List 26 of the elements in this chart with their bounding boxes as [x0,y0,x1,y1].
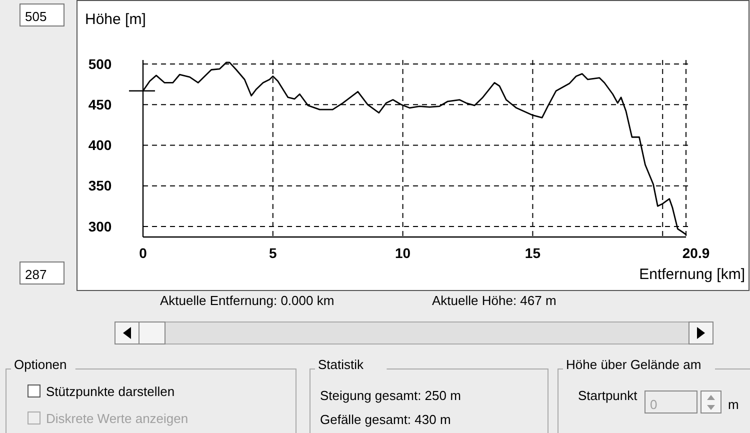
text: Aktuelle Entfernung: 0.000 km [160,293,334,308]
x-tick-label: 15 [524,245,541,261]
text: m [728,397,739,412]
text: Statistik [318,357,364,372]
x-tick-label: 10 [395,245,411,261]
x-tick-label: 5 [269,245,278,261]
text: Steigung gesamt: 250 m [320,388,461,403]
text: 287 [25,267,47,282]
text: Aktuelle Höhe: 467 m [432,293,556,308]
x-axis-title: Entfernung [km] [639,266,745,283]
text: Gefälle gesamt: 430 m [320,412,451,427]
text: Stützpunkte darstellen [46,384,175,399]
text: 0 [650,397,658,412]
y-axis-title: Höhe [m] [85,11,146,28]
y-tick-label: 400 [88,137,112,154]
y-tick-label: 300 [88,218,112,234]
text: Diskrete Werte anzeigen [46,411,188,426]
text: Startpunkt [578,388,638,403]
text: 505 [25,9,47,24]
y-tick-label: 500 [88,56,112,72]
y-tick-label: 450 [88,96,112,113]
text: Optionen [14,357,67,372]
y-tick-label: 350 [88,178,112,194]
text: Höhe über Gelände am [566,357,702,372]
x-tick-label: 0 [139,245,148,261]
x-tick-label: 20.9 [682,245,710,261]
